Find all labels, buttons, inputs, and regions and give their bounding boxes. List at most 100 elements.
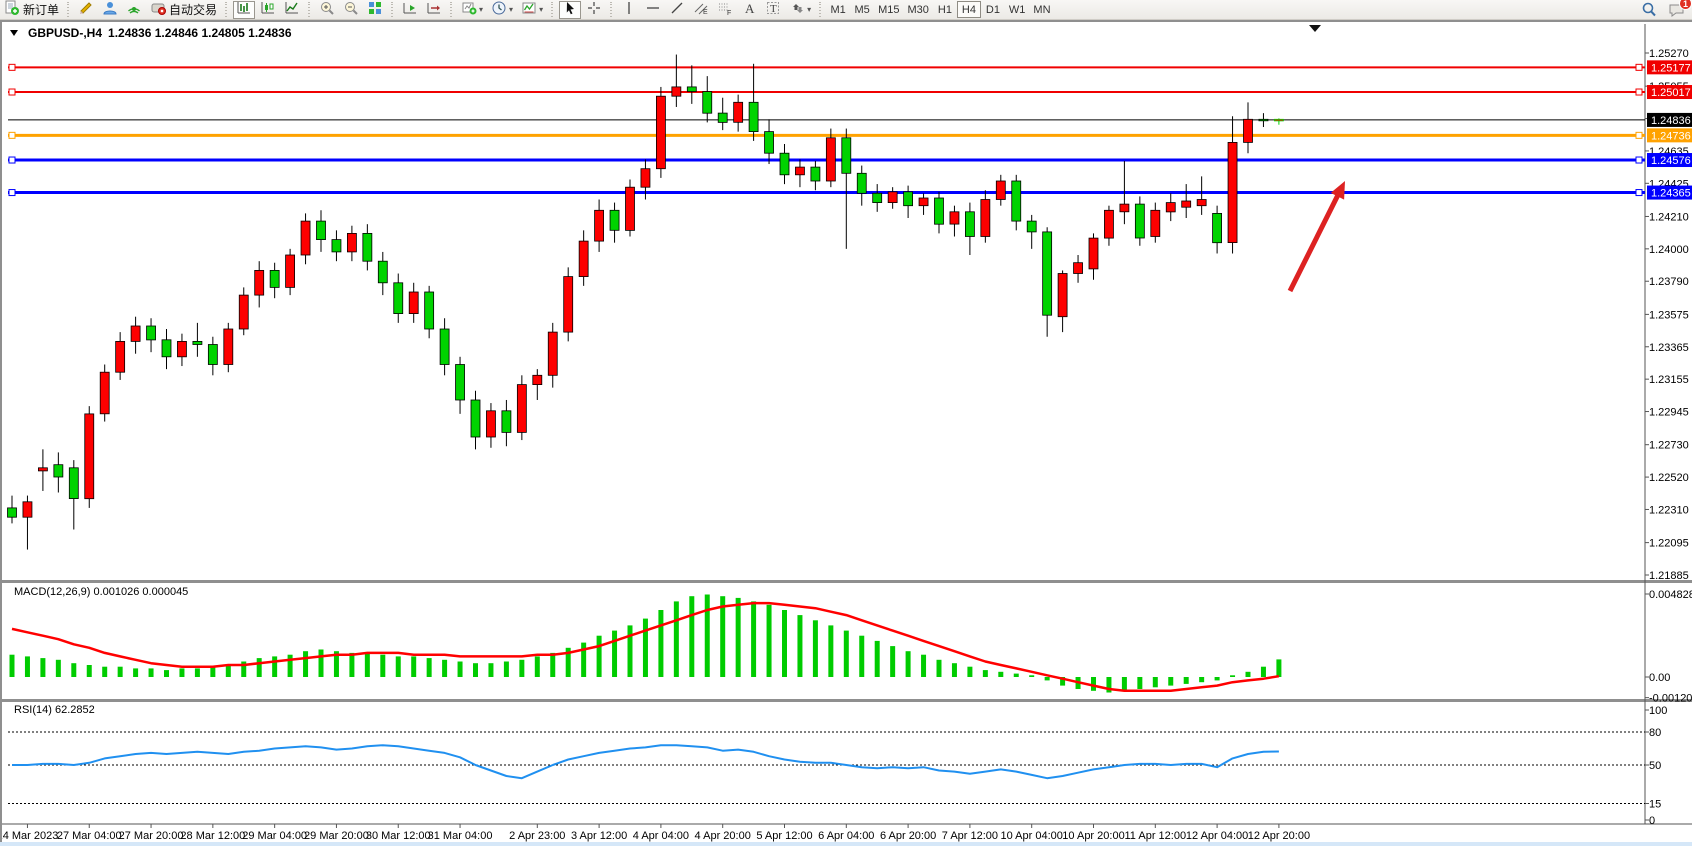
hline-1.25017[interactable]: 1.25017 — [8, 85, 1692, 100]
hline-1.24736[interactable]: 1.24736 — [8, 128, 1692, 143]
svg-text:1.24210: 1.24210 — [1649, 211, 1689, 223]
candle — [1258, 118, 1269, 122]
vertical-line-button[interactable] — [618, 1, 640, 19]
fibonacci-button[interactable]: F — [714, 1, 736, 19]
svg-text:29 Mar 04:00: 29 Mar 04:00 — [242, 830, 307, 842]
candle — [7, 507, 17, 518]
bar-chart-button[interactable] — [233, 0, 256, 19]
toolbar-right: 1 — [1640, 0, 1692, 24]
candlestick-chart-button[interactable] — [257, 1, 279, 19]
candle — [1104, 209, 1114, 239]
candle — [609, 209, 620, 231]
dropdown-arrow-icon[interactable]: ▾ — [509, 5, 514, 14]
autotrading-button[interactable]: 自动交易 — [147, 1, 220, 19]
macd-label: MACD(12,26,9) 0.001026 0.000045 — [14, 586, 189, 598]
candle — [455, 364, 465, 401]
community-button[interactable] — [99, 1, 121, 19]
timeframe-m30-button[interactable]: M30 — [907, 3, 929, 16]
svg-text:A: A — [745, 1, 755, 16]
toolbar-separator — [65, 1, 73, 18]
price-axis: 1.252701.250551.248451.246351.244251.242… — [1645, 48, 1689, 582]
zoom-in-button[interactable] — [316, 1, 338, 19]
candle — [625, 186, 635, 231]
svg-text:10 Apr 04:00: 10 Apr 04:00 — [1001, 830, 1063, 842]
chart-shift-button[interactable] — [423, 1, 445, 19]
trendline-button[interactable] — [666, 1, 688, 19]
candle — [300, 220, 311, 256]
dropdown-arrow-icon[interactable]: ▾ — [479, 5, 484, 14]
candle — [470, 399, 481, 438]
equidistant-channel-button[interactable]: E — [690, 1, 712, 19]
metaeditor-button[interactable] — [75, 1, 97, 19]
timeframe-m15-button[interactable]: M15 — [878, 3, 900, 16]
candle — [563, 276, 574, 333]
clock-button[interactable]: ▾ — [488, 1, 516, 19]
autotrading-label: 自动交易 — [169, 3, 218, 17]
toolbar-separator — [448, 1, 456, 18]
candle — [903, 191, 913, 207]
search-icon[interactable] — [1640, 1, 1658, 24]
candle — [161, 339, 172, 358]
svg-text:12 Apr 20:00: 12 Apr 20:00 — [1248, 830, 1310, 842]
timeframe-d1-button[interactable]: D1 — [985, 3, 1000, 16]
indicator-list-button[interactable]: ▾ — [518, 1, 546, 19]
indicator-list-icon — [521, 0, 537, 19]
svg-text:27 Mar 04:00: 27 Mar 04:00 — [57, 830, 122, 842]
annotation-arrow[interactable] — [1287, 181, 1345, 293]
tile-windows-button[interactable] — [364, 1, 386, 19]
candle — [207, 344, 218, 365]
hline-1.24365[interactable]: 1.24365 — [8, 185, 1692, 200]
vertical-line-icon — [621, 0, 637, 19]
zoom-out-icon — [343, 0, 359, 19]
crosshair-button[interactable] — [583, 1, 605, 19]
svg-text:1.24365: 1.24365 — [1651, 188, 1691, 200]
candle — [269, 269, 280, 288]
svg-text:11 Apr 12:00: 11 Apr 12:00 — [1125, 830, 1187, 842]
candle — [68, 467, 79, 499]
chart-canvas[interactable]: 1.252701.250551.248451.246351.244251.242… — [2, 22, 1692, 846]
timeframe-m5-button[interactable]: M5 — [854, 3, 870, 16]
new-chart-button[interactable]: ▾ — [458, 1, 486, 19]
current-price-line: 1.24836 — [8, 112, 1692, 127]
signals-icon — [126, 0, 142, 19]
horizontal-line-button[interactable] — [642, 1, 664, 19]
toolbar-separator — [389, 1, 397, 18]
signals-button[interactable] — [123, 1, 145, 19]
line-chart-button[interactable] — [281, 1, 303, 19]
text-button[interactable]: A — [738, 1, 760, 19]
cursor-button[interactable] — [559, 0, 582, 19]
svg-text:1.25177: 1.25177 — [1651, 62, 1691, 74]
svg-text:1.25270: 1.25270 — [1649, 48, 1689, 60]
candle — [192, 340, 203, 345]
candle — [516, 384, 527, 433]
candle — [656, 95, 666, 170]
candle — [856, 172, 867, 194]
dropdown-arrow-icon[interactable]: ▾ — [807, 5, 812, 14]
toolbar-separator — [817, 1, 825, 18]
dropdown-arrow-icon[interactable]: ▾ — [539, 5, 544, 14]
auto-scroll-button[interactable] — [399, 1, 421, 19]
chart-shift-marker[interactable] — [1309, 25, 1321, 32]
text-label-button[interactable]: T — [762, 1, 784, 19]
timeframe-h1-button[interactable]: H1 — [937, 3, 952, 16]
new-order-button[interactable]: 新订单 — [1, 0, 62, 19]
candle — [995, 180, 1006, 200]
timeframe-mn-button[interactable]: MN — [1033, 3, 1051, 16]
new-order-icon — [4, 0, 20, 19]
candle — [1057, 273, 1068, 318]
zoom-out-button[interactable] — [340, 1, 362, 19]
timeframe-m1-button[interactable]: M1 — [830, 3, 846, 16]
arrows-icon — [789, 0, 805, 19]
candle — [501, 410, 512, 433]
toolbar-separator — [549, 1, 557, 18]
candle — [424, 291, 435, 330]
timeframe-w1-button[interactable]: W1 — [1008, 3, 1026, 16]
candle — [486, 410, 496, 438]
candle — [532, 374, 543, 385]
chart-collapse-icon[interactable] — [10, 30, 18, 36]
arrows-button[interactable]: ▾ — [786, 1, 814, 19]
hline-1.25177[interactable]: 1.25177 — [8, 60, 1692, 75]
timeframe-h4-button[interactable]: H4 — [956, 1, 981, 18]
